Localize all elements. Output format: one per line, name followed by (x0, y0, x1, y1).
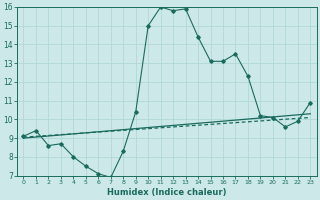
X-axis label: Humidex (Indice chaleur): Humidex (Indice chaleur) (107, 188, 227, 197)
